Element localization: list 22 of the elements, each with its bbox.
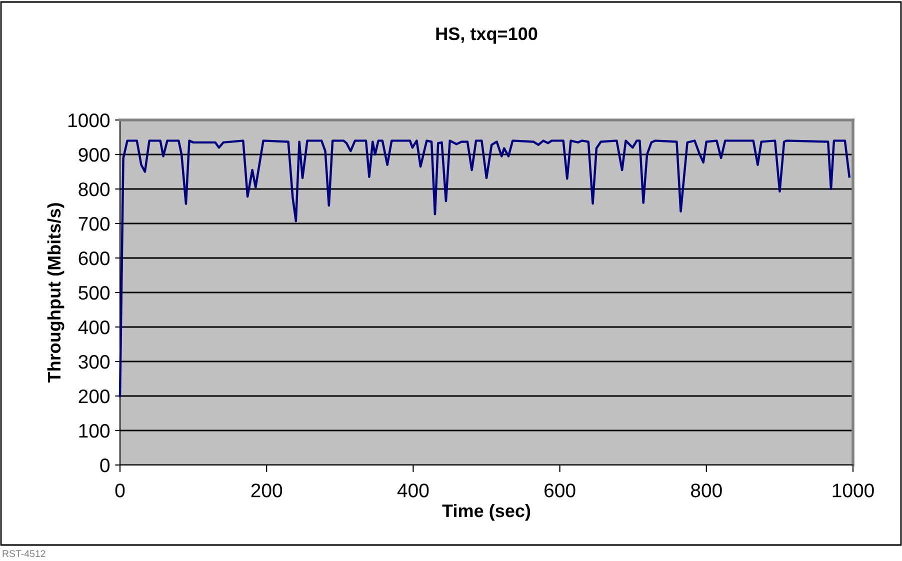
y-tick-label: 700	[78, 216, 110, 231]
x-tick-label: 400	[397, 484, 429, 498]
y-tick-label: 900	[78, 148, 110, 162]
y-tick-label: 800	[78, 182, 110, 196]
x-axis-title: Time (sec)	[442, 504, 530, 521]
x-tick-label: 1000	[832, 484, 874, 498]
y-tick-label: 500	[78, 286, 110, 300]
y-tick-label: 200	[78, 389, 110, 404]
x-tick-label: 600	[544, 484, 576, 498]
text: RST-4512	[2, 550, 46, 558]
y-tick-label: 600	[78, 251, 110, 266]
y-tick-label: 1000	[68, 113, 110, 128]
line-series	[118, 140, 850, 398]
y-axis-title: Throughput (Mbits/s)	[47, 203, 64, 383]
y-tick-label: 400	[78, 320, 110, 334]
chart-title: HS, txq=100	[436, 27, 538, 44]
x-tick-label: 0	[115, 484, 125, 498]
y-tick-label: 0	[100, 458, 110, 472]
x-tick-label: 200	[251, 484, 282, 498]
y-tick-label: 300	[78, 354, 110, 369]
y-tick-label: 100	[79, 424, 110, 438]
x-tick-label: 800	[691, 484, 722, 498]
